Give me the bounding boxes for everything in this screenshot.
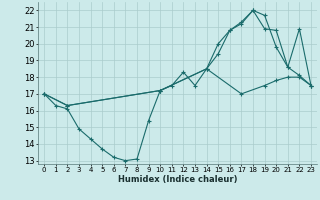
X-axis label: Humidex (Indice chaleur): Humidex (Indice chaleur): [118, 175, 237, 184]
